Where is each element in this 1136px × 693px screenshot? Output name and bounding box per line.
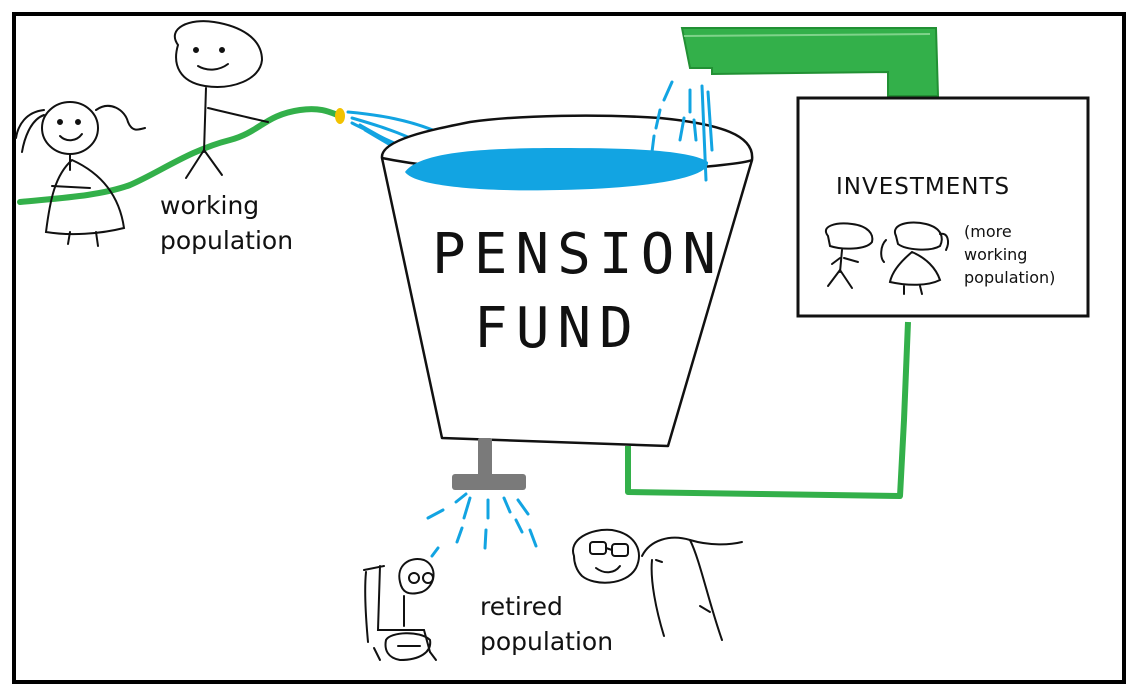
retired-lying-figure — [572, 528, 743, 641]
fund-water — [405, 148, 709, 191]
pension-fund-tank — [380, 114, 754, 448]
more-working-population-line1: (more — [964, 222, 1012, 241]
retired-population-label-line2: population — [480, 627, 614, 656]
investment-man-figure — [825, 222, 874, 289]
investment-return-pipe — [680, 27, 940, 97]
pension-fund-label-line1: PENSION — [432, 222, 725, 287]
working-woman-figure — [15, 101, 146, 247]
payout-water-drops — [426, 492, 538, 558]
more-working-population-line3: population) — [964, 268, 1056, 287]
working-population-label-line1: working — [160, 191, 260, 220]
hose-nozzle — [335, 108, 345, 124]
return-water-spray — [650, 80, 714, 182]
investment-outflow-pipe — [625, 321, 911, 499]
retired-seated-figure — [363, 558, 437, 662]
contribution-hose — [17, 106, 343, 205]
investment-woman-figure — [880, 221, 949, 295]
retired-population-label-line1: retired — [480, 592, 563, 621]
pension-fund-label-line2: FUND — [474, 296, 641, 361]
working-population-label-line2: population — [160, 226, 294, 255]
investments-title: INVESTMENTS — [836, 174, 1011, 200]
more-working-population-line2: working — [964, 245, 1028, 264]
working-man-figure — [173, 20, 269, 179]
payout-faucet — [452, 438, 526, 490]
